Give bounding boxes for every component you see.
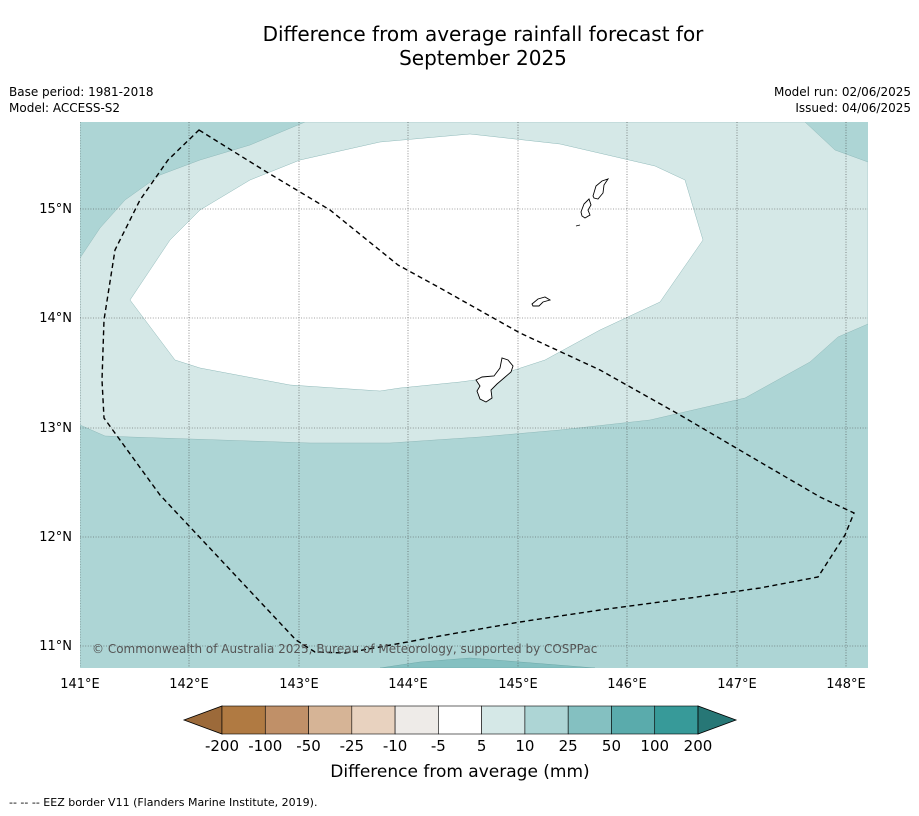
axis-labels: 141°E 142°E 143°E 144°E 145°E 146°E 147°… <box>39 202 866 692</box>
lon-tick-148: 148°E <box>826 677 866 692</box>
colorbar-tick-label: -5 <box>431 737 446 755</box>
colorbar-tick-label: -50 <box>296 737 321 755</box>
island-saipan <box>592 178 610 200</box>
rainfall-band-near-average <box>129 133 704 392</box>
lon-tick-142: 142°E <box>169 677 209 692</box>
colorbar-swatch <box>567 705 612 735</box>
title-line-1: Difference from average rainfall forecas… <box>262 22 704 46</box>
lat-tick-12: 12°N <box>39 530 72 545</box>
lon-tick-144: 144°E <box>388 677 428 692</box>
colorbar-swatch <box>524 705 569 735</box>
colorbar-swatch <box>221 705 266 735</box>
colorbar-swatch <box>611 705 656 735</box>
island-aguijan <box>575 224 581 227</box>
colorbar-tick-label: 100 <box>640 737 669 755</box>
colorbar-swatch <box>308 705 353 735</box>
colorbar-extend-low <box>182 705 223 735</box>
model-info: Base period: 1981-2018 Model: ACCESS-S2 <box>9 84 154 116</box>
colorbar-swatch <box>481 705 526 735</box>
colorbar-tick-label: 200 <box>684 737 713 755</box>
colorbar-swatch <box>394 705 439 735</box>
title-line-2: September 2025 <box>399 46 567 70</box>
colorbar-tick-label: -100 <box>248 737 282 755</box>
colorbar-tick-label: -200 <box>205 737 239 755</box>
model-run-date: Model run: 02/06/2025 <box>773 85 911 99</box>
colorbar-swatch <box>264 705 309 735</box>
eez-footnote: -- -- -- EEZ border V11 (Flanders Marine… <box>9 796 318 809</box>
lat-tick-14: 14°N <box>39 311 72 326</box>
island-tinian <box>580 198 592 219</box>
colorbar-tick-label: 5 <box>477 737 487 755</box>
lon-tick-147: 147°E <box>717 677 757 692</box>
islands <box>475 178 610 403</box>
colorbar-swatch <box>351 705 396 735</box>
map-panel <box>80 122 868 668</box>
lon-tick-141: 141°E <box>60 677 100 692</box>
colorbar-tick-label: -10 <box>383 737 408 755</box>
lon-tick-145: 145°E <box>498 677 538 692</box>
colorbar-extend-high <box>697 705 738 735</box>
colorbar-tick-label: 25 <box>559 737 578 755</box>
colorbar-swatch <box>654 705 699 735</box>
island-rota <box>531 296 552 307</box>
base-period: Base period: 1981-2018 <box>9 85 154 99</box>
colorbar <box>182 705 738 735</box>
issued-date: Issued: 04/06/2025 <box>795 101 911 115</box>
chart-title: Difference from average rainfall forecas… <box>0 22 919 70</box>
colorbar-title: Difference from average (mm) <box>330 762 589 782</box>
lon-tick-143: 143°E <box>279 677 319 692</box>
rainfall-band-25-50 <box>379 657 596 668</box>
lat-tick-13: 13°N <box>39 421 72 436</box>
lat-tick-11: 11°N <box>39 639 72 654</box>
copyright-text: © Commonwealth of Australia 2025, Bureau… <box>92 642 597 656</box>
model-name: Model: ACCESS-S2 <box>9 101 121 115</box>
lat-tick-15: 15°N <box>39 202 72 217</box>
colorbar-tick-label: 50 <box>602 737 621 755</box>
graticule <box>80 122 868 668</box>
colorbar-tick-labels: -200 -100 -50 -25 -10 -5 5 10 25 50 100 200 <box>205 737 712 755</box>
lon-tick-146: 146°E <box>607 677 647 692</box>
island-guam <box>475 357 514 403</box>
colorbar-swatch <box>438 705 482 735</box>
colorbar-tick-label: -25 <box>340 737 365 755</box>
run-info: Model run: 02/06/2025 Issued: 04/06/2025 <box>774 84 911 116</box>
colorbar-tick-label: 10 <box>515 737 534 755</box>
